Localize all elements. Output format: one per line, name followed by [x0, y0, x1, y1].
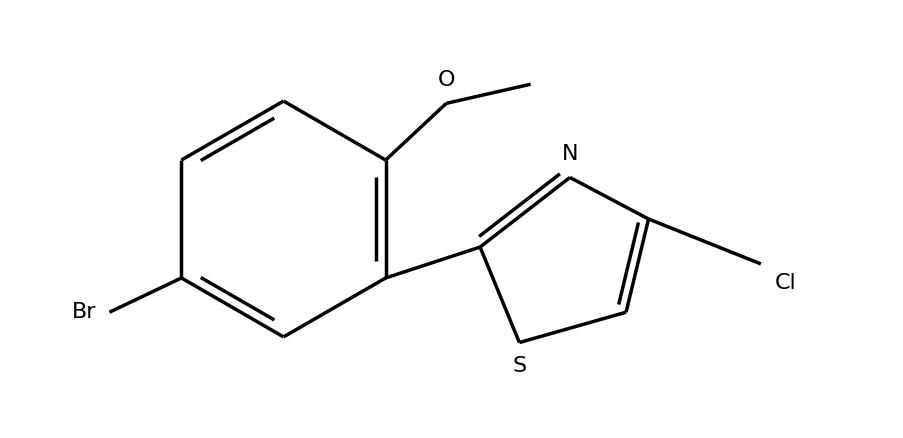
Text: N: N	[561, 144, 578, 164]
Text: Br: Br	[71, 302, 96, 322]
Text: Cl: Cl	[774, 273, 796, 293]
Text: O: O	[437, 70, 454, 90]
Text: S: S	[512, 356, 526, 376]
